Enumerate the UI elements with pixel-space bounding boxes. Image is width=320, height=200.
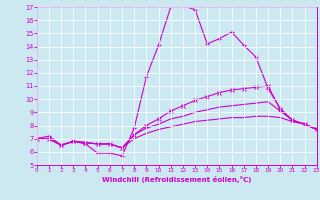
X-axis label: Windchill (Refroidissement éolien,°C): Windchill (Refroidissement éolien,°C) [102,176,252,183]
